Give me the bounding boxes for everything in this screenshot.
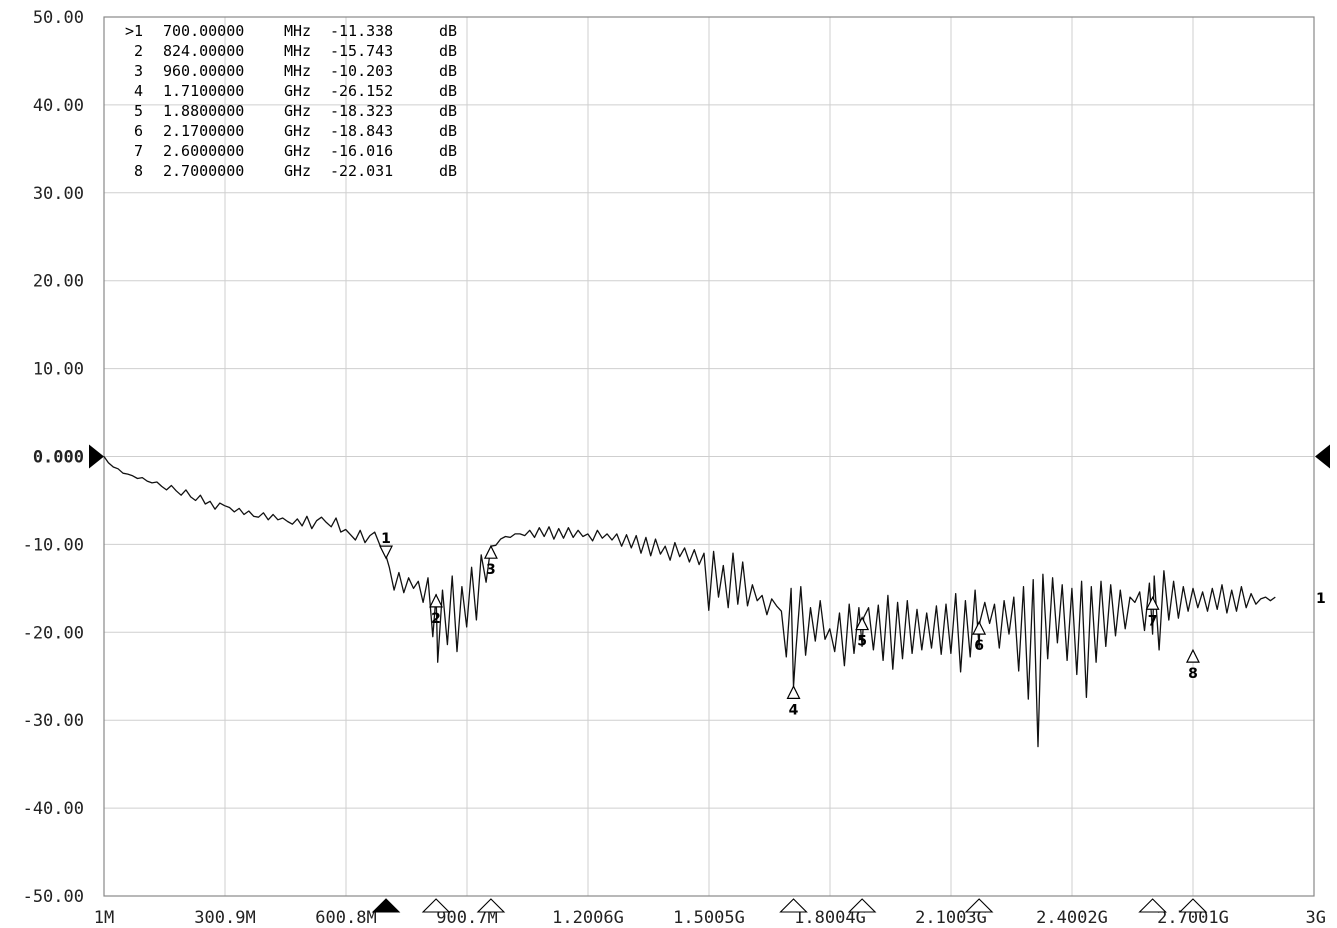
marker-row-id: 7 — [134, 142, 143, 160]
marker-row-unit: GHz — [284, 82, 311, 100]
x-tick-label: 2.4002G — [1036, 908, 1108, 928]
x-axis: 1M 300.9M 600.8M 900.7M 1.2006G 1.5005G 1.8004… — [94, 908, 1326, 928]
marker-row-id: 6 — [134, 122, 143, 140]
x-tick-label: 1M — [94, 908, 114, 928]
y-tick-label: 30.00 — [33, 184, 84, 204]
marker-row-db: dB — [439, 62, 457, 80]
x-tick-label: 3G — [1306, 908, 1326, 928]
x-tick-label: 1.2006G — [552, 908, 624, 928]
marker-4-triangle — [786, 685, 801, 699]
y-tick-label: -10.00 — [23, 535, 84, 555]
marker-row-id: 5 — [134, 102, 143, 120]
x-tick-label: 600.8M — [315, 908, 376, 928]
marker-row-db: dB — [439, 82, 457, 100]
marker-3-triangle — [483, 544, 498, 559]
bottom-marker-7 — [1138, 898, 1167, 913]
y-axis: 50.00 40.00 30.00 20.00 10.00 0.000 -10.00 -20.… — [23, 8, 84, 907]
marker-row-value: -26.152 — [330, 82, 393, 100]
marker-row-db: dB — [439, 22, 457, 40]
marker-row-unit: GHz — [284, 122, 311, 140]
marker-row-frequency: 1.7100000 — [163, 82, 244, 100]
marker-row-frequency: 1.8800000 — [163, 102, 244, 120]
marker-row-unit: MHz — [284, 62, 311, 80]
y-tick-label: -40.00 — [23, 799, 84, 819]
marker-2-triangle — [429, 593, 444, 608]
x-tick-label: 900.7M — [436, 908, 497, 928]
y-tick-label: 0.000 — [33, 448, 84, 468]
y-tick-label: 10.00 — [33, 360, 84, 380]
marker-5-label: 5 — [857, 634, 867, 650]
marker-row-value: -10.203 — [330, 62, 393, 80]
marker-row-value: -16.016 — [330, 142, 393, 160]
marker-row-id: 8 — [134, 162, 143, 180]
x-tick-label: 2.7001G — [1157, 908, 1229, 928]
marker-row-id: >1 — [125, 22, 143, 40]
marker-3-label: 3 — [486, 562, 496, 578]
marker-row-id: 3 — [134, 62, 143, 80]
y-tick-label: 20.00 — [33, 272, 84, 292]
marker-readout-table: >1 700.00000 MHz -11.338 dB 2 824.00000 MHz -15.… — [125, 22, 457, 180]
marker-row-frequency: 960.00000 — [163, 62, 244, 80]
marker-row-unit: GHz — [284, 142, 311, 160]
marker-row-db: dB — [439, 102, 457, 120]
marker-5-triangle — [855, 616, 870, 631]
marker-1-label: 1 — [381, 531, 391, 547]
plot-markers: 1 2 3 4 5 6 7 8 — [379, 531, 1200, 718]
marker-1-triangle — [379, 545, 393, 560]
marker-row-value: -11.338 — [330, 22, 393, 40]
x-tick-label: 2.1003G — [915, 908, 987, 928]
marker-6-label: 6 — [974, 638, 984, 654]
x-tick-label: 1.8004G — [794, 908, 866, 928]
reference-arrow-left — [89, 444, 104, 469]
bottom-marker-5 — [847, 898, 877, 913]
marker-row-value: -22.031 — [330, 162, 393, 180]
marker-row-value: -18.843 — [330, 122, 393, 140]
bottom-marker-row — [371, 898, 1208, 913]
x-tick-label: 1.5005G — [673, 908, 745, 928]
s11-trace-line — [103, 456, 1276, 748]
marker-row-unit: MHz — [284, 22, 311, 40]
marker-8-label: 8 — [1188, 666, 1198, 682]
y-tick-label: -20.00 — [23, 623, 84, 643]
marker-8-triangle — [1185, 648, 1200, 663]
marker-7-label: 7 — [1148, 613, 1158, 629]
marker-row-db: dB — [439, 42, 457, 60]
marker-row-frequency: 2.6000000 — [163, 142, 244, 160]
y-tick-label: 40.00 — [33, 96, 84, 116]
marker-2-label: 2 — [431, 611, 441, 627]
x-tick-label: 300.9M — [194, 908, 255, 928]
bottom-marker-1 — [371, 898, 401, 913]
marker-6-triangle — [972, 620, 987, 635]
marker-4-label: 4 — [789, 702, 799, 718]
bottom-marker-3 — [476, 898, 506, 913]
marker-row-value: -15.743 — [330, 42, 393, 60]
bottom-marker-4 — [779, 898, 808, 913]
bottom-marker-6 — [964, 898, 994, 913]
bottom-marker-8 — [1178, 898, 1208, 913]
marker-row-frequency: 2.7000000 — [163, 162, 244, 180]
marker-row-frequency: 2.1700000 — [163, 122, 244, 140]
marker-row-unit: GHz — [284, 102, 311, 120]
y-tick-label: -30.00 — [23, 711, 84, 731]
reference-arrow-right — [1315, 444, 1330, 469]
marker-row-frequency: 824.00000 — [163, 42, 244, 60]
marker-row-id: 2 — [134, 42, 143, 60]
reference-level-arrows — [89, 444, 1330, 469]
trace-end-label: 1 — [1316, 591, 1326, 607]
marker-row-db: dB — [439, 162, 457, 180]
marker-7-triangle — [1145, 595, 1160, 610]
marker-row-frequency: 700.00000 — [163, 22, 244, 40]
y-tick-label: -50.00 — [23, 887, 84, 907]
marker-row-db: dB — [439, 142, 457, 160]
marker-row-id: 4 — [134, 82, 143, 100]
marker-row-value: -18.323 — [330, 102, 393, 120]
marker-row-unit: GHz — [284, 162, 311, 180]
y-tick-label: 50.00 — [33, 8, 84, 28]
marker-row-db: dB — [439, 122, 457, 140]
bottom-marker-2 — [421, 898, 451, 913]
marker-row-unit: MHz — [284, 42, 311, 60]
